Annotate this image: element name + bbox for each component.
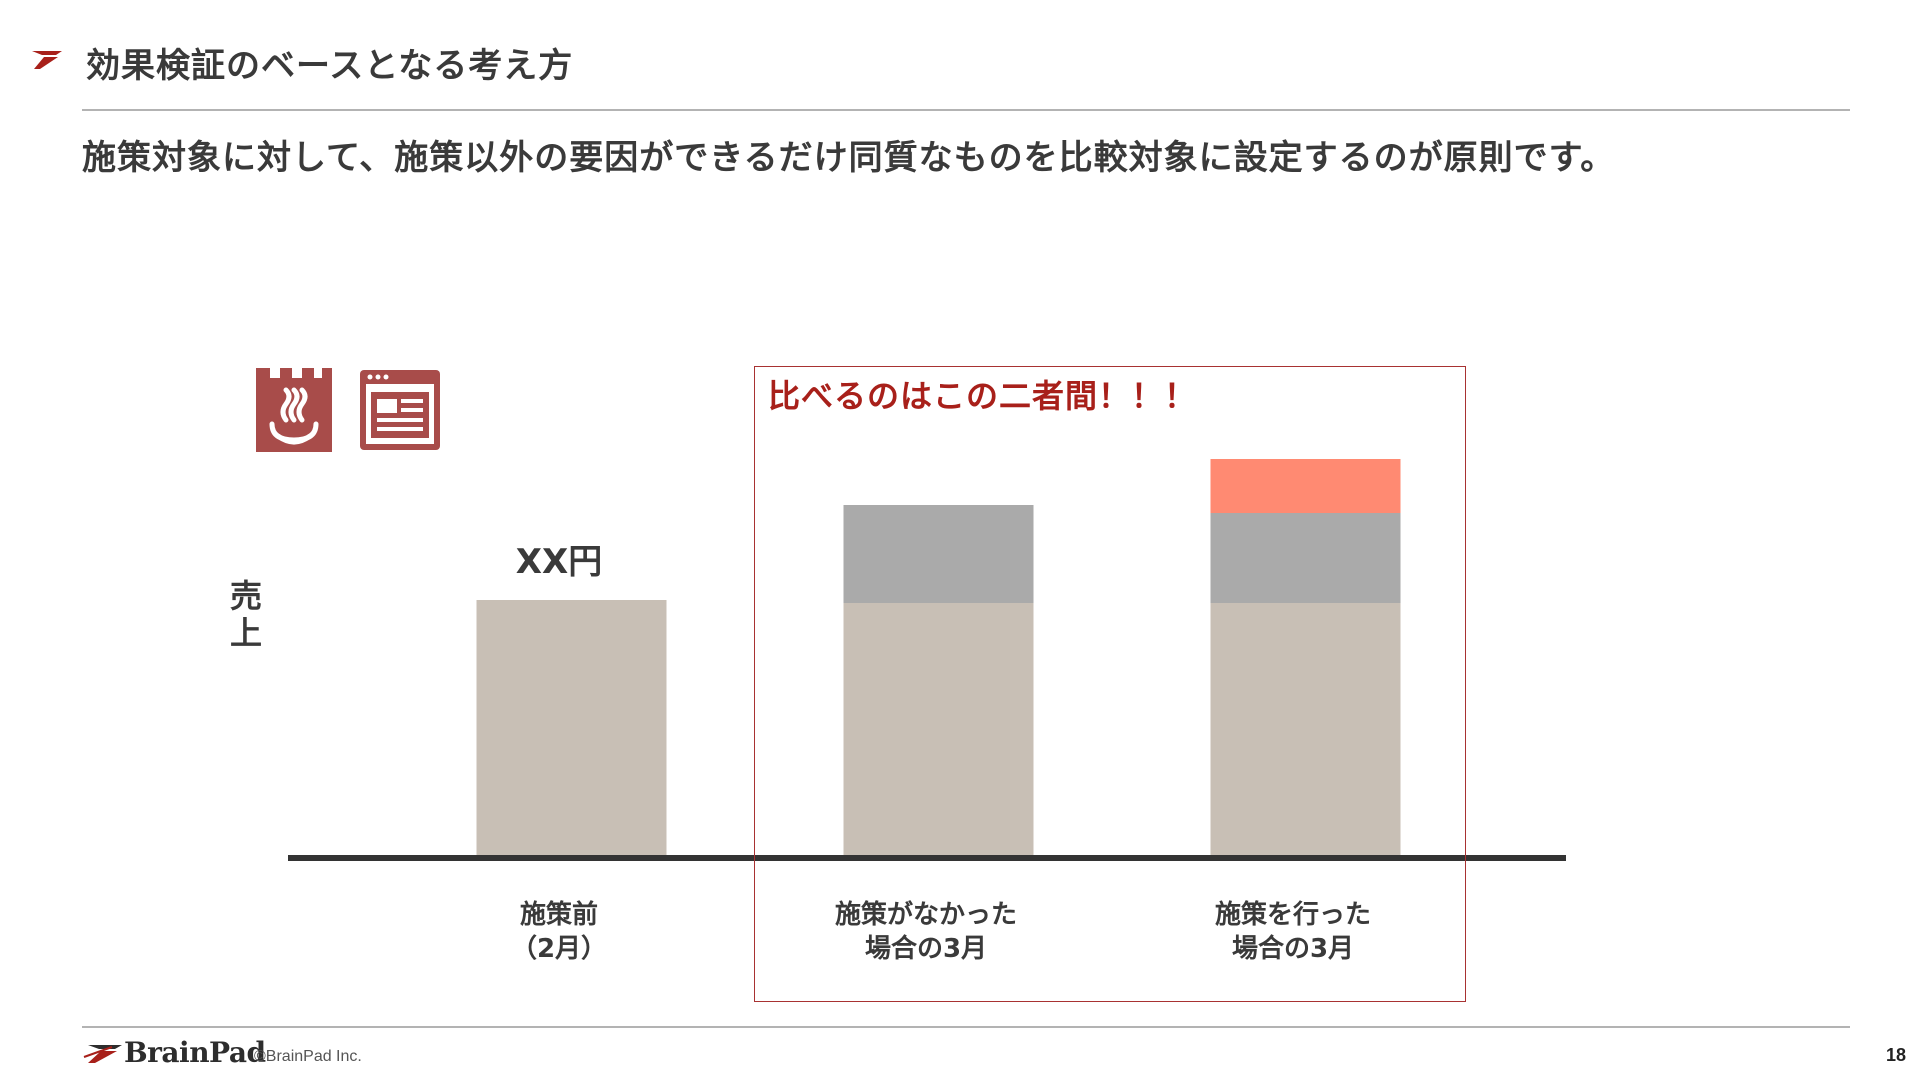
y-axis-label: 売上	[229, 577, 262, 652]
category-label-line: 場合の3月	[1231, 934, 1355, 964]
footer-copyright: ©BrainPad Inc.	[254, 1048, 362, 1065]
category-label-line: 施策を行った	[1214, 900, 1371, 930]
bar-segment-1-1	[843, 505, 1034, 603]
bar-group	[476, 459, 1401, 855]
bar-segment-2-1	[1210, 513, 1401, 603]
bar-segment-1-0	[843, 603, 1034, 855]
category-label-line: 場合の3月	[864, 934, 988, 964]
footer-divider	[82, 1026, 1850, 1028]
page-subtitle: 施策対象に対して、施策以外の要因ができるだけ同質なものを比較対象に設定するのが原…	[82, 138, 1616, 178]
brand-mark-icon	[32, 51, 62, 69]
category-label-line: 施策がなかった	[834, 900, 1017, 930]
bar-segment-0-0	[476, 600, 667, 855]
bar-segment-2-2	[1210, 459, 1401, 513]
brand-mark-icon	[83, 1045, 122, 1063]
category-label-line: 施策前	[519, 900, 598, 930]
category-label-with-measure: 施策を行った 場合の3月	[1163, 898, 1423, 966]
category-label-before: 施策前 （2月）	[429, 898, 689, 966]
page-title: 効果検証のベースとなる考え方	[86, 46, 574, 86]
category-label-line: （2月）	[510, 934, 608, 964]
page-number: 18	[1885, 1045, 1906, 1065]
web-page-icon	[360, 370, 440, 450]
footer-brand-logo: BrainPad	[124, 1036, 266, 1069]
hot-spring-icon	[256, 368, 332, 452]
header-divider	[82, 109, 1850, 111]
bar-value-label: XX円	[515, 542, 603, 582]
comparison-highlight-box	[754, 366, 1466, 1002]
comparison-callout: 比べるのはこの二者間！！！	[768, 377, 1198, 415]
category-label-without-measure: 施策がなかった 場合の3月	[796, 898, 1056, 966]
bar-segment-2-0	[1210, 603, 1401, 855]
